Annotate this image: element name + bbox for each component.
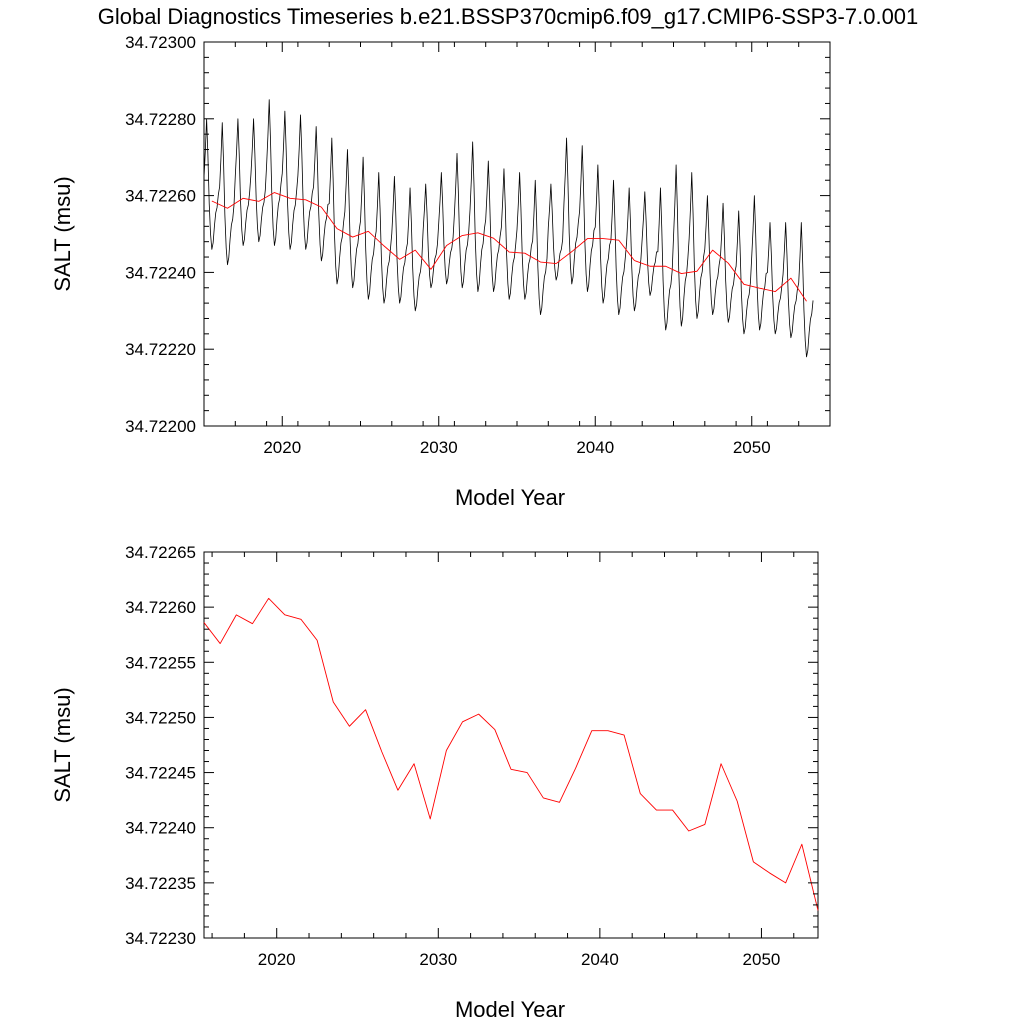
y-tick-label: 34.72280 bbox=[125, 110, 196, 129]
y-tick-label: 34.72260 bbox=[125, 598, 196, 617]
x-tick-label: 2020 bbox=[263, 438, 301, 457]
annual-mean-series-line bbox=[211, 192, 807, 302]
y-tick-label: 34.72240 bbox=[125, 819, 196, 838]
top-axis-ticks: 34.72200 34.72220 34.72240 34.72260 34.72280… bbox=[125, 33, 831, 457]
x-tick-label: 2050 bbox=[743, 950, 781, 969]
y-tick-label: 34.72240 bbox=[125, 263, 196, 282]
monthly-series-line bbox=[203, 99, 814, 358]
y-tick-label: 34.72235 bbox=[125, 874, 196, 893]
bottom-plot-marks bbox=[203, 597, 819, 911]
top-x-axis-label: Model Year bbox=[455, 485, 565, 510]
y-tick-label: 34.72255 bbox=[125, 653, 196, 672]
x-tick-label: 2030 bbox=[419, 950, 457, 969]
top-panel: 34.72200 34.72220 34.72240 34.72260 34.72280… bbox=[50, 33, 831, 510]
y-tick-label: 34.72250 bbox=[125, 708, 196, 727]
top-y-axis-label: SALT (msu) bbox=[50, 176, 75, 291]
y-tick-label: 34.72230 bbox=[125, 929, 196, 948]
bottom-axis-ticks: 34.72230 34.72235 34.72240 34.72245 34.72250… bbox=[125, 543, 818, 969]
top-plot-marks bbox=[203, 99, 814, 358]
x-tick-label: 2040 bbox=[581, 950, 619, 969]
y-tick-label: 34.72265 bbox=[125, 543, 196, 562]
figure-title: Global Diagnostics Timeseries b.e21.BSSP… bbox=[98, 4, 919, 29]
y-tick-label: 34.72245 bbox=[125, 764, 196, 783]
x-tick-label: 2020 bbox=[258, 950, 296, 969]
x-tick-label: 2030 bbox=[420, 438, 458, 457]
y-tick-label: 34.72260 bbox=[125, 187, 196, 206]
x-tick-label: 2040 bbox=[576, 438, 614, 457]
x-tick-label: 2050 bbox=[733, 438, 771, 457]
y-tick-label: 34.72220 bbox=[125, 340, 196, 359]
annual-mean-series-line bbox=[203, 597, 819, 911]
y-tick-label: 34.72200 bbox=[125, 417, 196, 436]
bottom-plot-frame bbox=[203, 551, 819, 939]
bottom-x-axis-label: Model Year bbox=[455, 997, 565, 1022]
bottom-panel: 34.72230 34.72235 34.72240 34.72245 34.72250… bbox=[50, 543, 819, 1022]
bottom-y-axis-label: SALT (msu) bbox=[50, 687, 75, 802]
y-tick-label: 34.72300 bbox=[125, 33, 196, 52]
